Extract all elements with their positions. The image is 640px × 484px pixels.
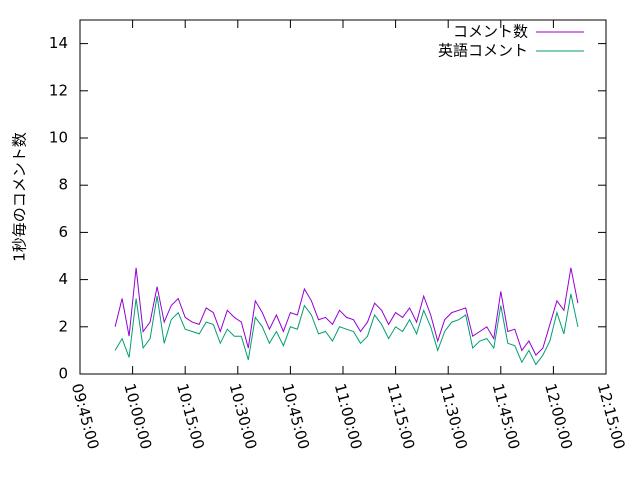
- y-tick-label: 6: [58, 223, 68, 241]
- x-tick-label: 10:15:00: [173, 382, 208, 452]
- y-axis-label: 1秒毎のコメント数: [11, 132, 29, 262]
- series-line: [114, 293, 579, 366]
- y-tick-label: 2: [58, 317, 68, 335]
- x-tick-label: 12:00:00: [541, 382, 576, 452]
- legend-label: コメント数: [453, 23, 528, 41]
- x-tick-label: 11:45:00: [489, 382, 524, 452]
- y-tick-label: 4: [58, 270, 68, 288]
- y-tick-label: 0: [58, 365, 68, 383]
- x-tick-label: 10:00:00: [120, 382, 155, 452]
- plot-frame: [79, 19, 607, 375]
- x-tick-label: 11:00:00: [331, 382, 366, 452]
- y-tick-label: 14: [49, 34, 68, 52]
- y-tick-label: 12: [49, 81, 68, 99]
- x-tick-label: 12:15:00: [594, 382, 629, 452]
- x-tick-label: 09:45:00: [68, 382, 103, 452]
- x-tick-label: 10:45:00: [278, 382, 313, 452]
- x-tick-label: 11:30:00: [436, 382, 471, 452]
- series-line: [114, 267, 579, 356]
- x-tick-label: 10:30:00: [226, 382, 261, 452]
- legend-label: 英語コメント: [438, 42, 528, 60]
- x-tick-label: 11:15:00: [383, 382, 418, 452]
- y-tick-label: 8: [58, 176, 68, 194]
- y-tick-label: 10: [49, 129, 68, 147]
